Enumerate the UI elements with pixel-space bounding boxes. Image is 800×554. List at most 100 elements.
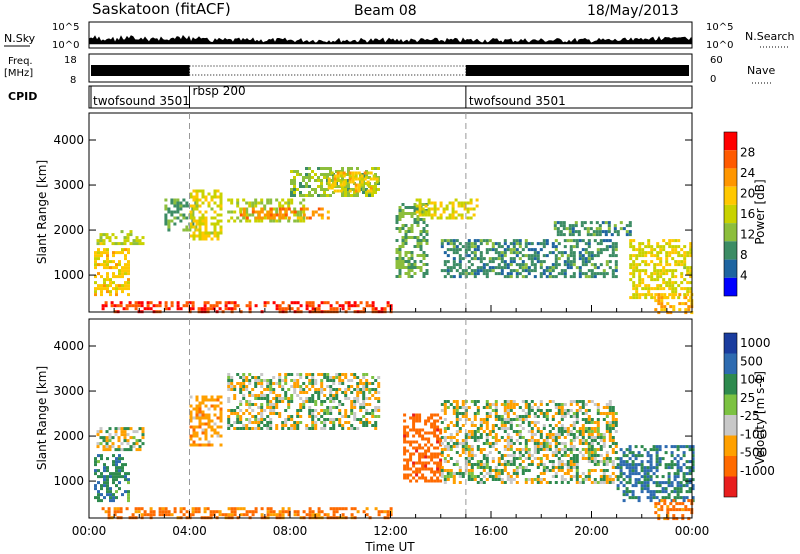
data-cell bbox=[584, 430, 588, 433]
data-cell bbox=[204, 234, 208, 238]
data-cell bbox=[371, 194, 374, 197]
data-cell bbox=[413, 203, 417, 206]
data-cell bbox=[595, 230, 599, 234]
data-cell bbox=[106, 248, 109, 252]
data-cell bbox=[395, 266, 399, 269]
data-cell bbox=[622, 454, 626, 458]
data-cell bbox=[631, 463, 635, 467]
data-cell bbox=[589, 233, 593, 237]
data-cell bbox=[365, 388, 369, 391]
data-cell bbox=[227, 219, 231, 223]
data-cell bbox=[605, 403, 609, 406]
data-cell bbox=[628, 445, 632, 449]
data-cell bbox=[260, 418, 264, 421]
data-cell bbox=[524, 415, 528, 418]
data-cell bbox=[554, 406, 558, 409]
velocity-data bbox=[94, 373, 695, 521]
data-cell bbox=[671, 248, 675, 252]
data-cell bbox=[360, 174, 364, 178]
data-cell bbox=[545, 457, 549, 460]
data-cell bbox=[521, 460, 525, 463]
data-cell bbox=[164, 301, 168, 305]
data-cell bbox=[230, 210, 234, 214]
data-cell bbox=[452, 412, 456, 415]
data-cell bbox=[673, 445, 677, 449]
data-cell bbox=[275, 403, 279, 406]
data-cell bbox=[518, 415, 522, 418]
data-cell bbox=[311, 385, 315, 388]
data-cell bbox=[332, 397, 336, 400]
data-cell bbox=[569, 266, 573, 270]
data-cell bbox=[605, 415, 609, 418]
colorbar-swatch bbox=[724, 374, 737, 395]
data-cell bbox=[433, 425, 437, 429]
data-cell bbox=[296, 301, 300, 305]
data-cell bbox=[611, 272, 615, 276]
data-cell bbox=[500, 245, 504, 249]
data-cell bbox=[515, 269, 519, 273]
data-cell bbox=[524, 412, 528, 415]
data-cell bbox=[608, 427, 612, 430]
data-cell bbox=[619, 472, 623, 476]
data-cell bbox=[320, 179, 323, 182]
data-cell bbox=[518, 239, 522, 243]
data-cell bbox=[530, 263, 534, 267]
data-cell bbox=[660, 296, 664, 300]
data-cell bbox=[681, 508, 685, 512]
data-cell bbox=[536, 478, 540, 481]
data-cell bbox=[494, 442, 498, 445]
data-cell bbox=[560, 448, 564, 451]
data-cell bbox=[227, 382, 231, 385]
data-cell bbox=[260, 409, 264, 412]
data-cell bbox=[533, 257, 537, 261]
data-cell bbox=[665, 242, 669, 246]
data-cell bbox=[353, 406, 357, 409]
data-cell bbox=[290, 427, 294, 430]
data-cell bbox=[542, 415, 546, 418]
data-cell bbox=[590, 418, 594, 421]
data-cell bbox=[398, 257, 402, 260]
data-cell bbox=[599, 433, 603, 436]
data-cell bbox=[227, 400, 231, 403]
data-cell bbox=[338, 373, 342, 376]
data-cell bbox=[583, 221, 587, 225]
data-cell bbox=[287, 216, 291, 220]
data-cell bbox=[359, 409, 363, 412]
nsky-frame bbox=[88, 21, 693, 49]
data-cell bbox=[672, 296, 676, 300]
data-cell bbox=[467, 245, 471, 249]
data-cell bbox=[230, 216, 234, 220]
data-cell bbox=[566, 460, 570, 463]
data-cell bbox=[206, 507, 210, 511]
data-cell bbox=[497, 251, 501, 255]
data-cell bbox=[336, 177, 340, 181]
data-cell bbox=[112, 499, 115, 503]
data-cell bbox=[329, 167, 332, 170]
data-cell bbox=[494, 436, 498, 439]
data-cell bbox=[410, 251, 414, 254]
data-cell bbox=[482, 421, 486, 424]
data-cell bbox=[430, 452, 434, 456]
data-cell bbox=[347, 388, 351, 391]
data-cell bbox=[403, 413, 407, 417]
data-cell bbox=[449, 436, 453, 439]
data-cell bbox=[668, 287, 672, 291]
data-cell bbox=[260, 216, 264, 220]
data-cell bbox=[353, 194, 356, 197]
data-cell bbox=[572, 421, 576, 424]
data-cell bbox=[263, 397, 267, 400]
data-cell bbox=[669, 305, 673, 309]
data-cell bbox=[404, 224, 408, 227]
data-cell bbox=[605, 248, 609, 252]
data-cell bbox=[512, 400, 516, 403]
data-cell bbox=[191, 304, 195, 308]
data-cell bbox=[680, 263, 684, 267]
data-cell bbox=[512, 442, 516, 445]
data-cell bbox=[632, 260, 636, 264]
data-cell bbox=[409, 440, 413, 444]
data-cell bbox=[608, 433, 612, 436]
power-colorbar-label: Power [dB] bbox=[753, 179, 767, 244]
data-cell bbox=[296, 188, 299, 191]
data-cell bbox=[308, 216, 312, 220]
data-cell bbox=[170, 304, 174, 308]
